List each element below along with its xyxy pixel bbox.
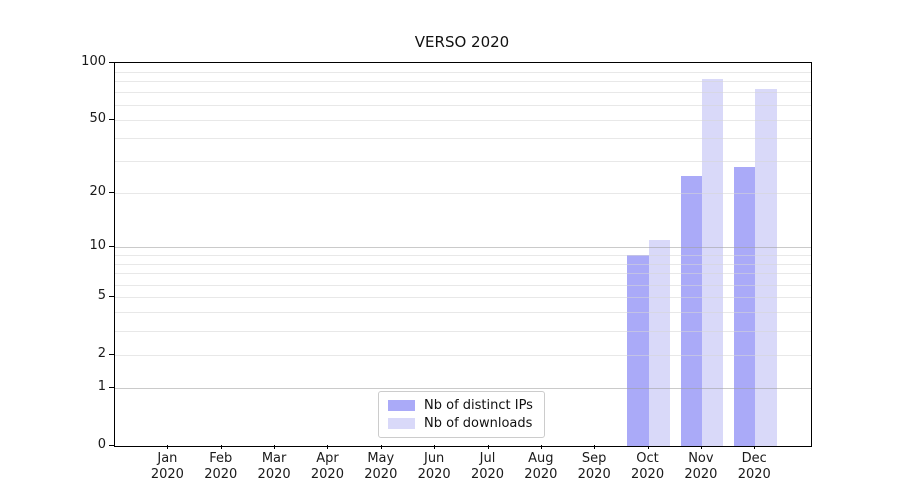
- gridline-y-50: [115, 119, 811, 121]
- x-tick-label-dec: Dec 2020: [722, 451, 786, 483]
- y-tick-20: [109, 192, 114, 194]
- x-tick-label-jun: Jun 2020: [402, 451, 466, 483]
- legend-item-nb-of-distinct-ips: Nb of distinct IPs: [388, 398, 535, 413]
- y-tick-2: [109, 353, 114, 355]
- gridline-y-10: [115, 247, 811, 248]
- gridline-y-60: [115, 104, 811, 106]
- y-tick-label-1: 1: [97, 379, 106, 395]
- x-tick-month-jan: Jan: [157, 451, 178, 466]
- gridline-y-4: [115, 312, 811, 314]
- bar-nb-of-downloads-dec: [755, 88, 777, 446]
- bar-nb-of-distinct-ips-nov: [680, 175, 702, 446]
- x-tick-label-may: May 2020: [349, 451, 413, 483]
- x-tick-year-jul: 2020: [470, 467, 505, 482]
- bar-nb-of-distinct-ips-oct: [627, 254, 649, 446]
- gridline-y-8: [115, 263, 811, 265]
- x-tick-oct: [647, 445, 649, 449]
- x-tick-month-dec: Dec: [741, 451, 767, 466]
- x-tick-sep: [594, 445, 596, 449]
- x-tick-year-sep: 2020: [577, 467, 611, 482]
- x-tick-month-jun: Jun: [423, 451, 445, 466]
- chart-title: VERSO 2020: [414, 33, 510, 51]
- gridline-y-20: [115, 193, 811, 195]
- x-tick-month-feb: Feb: [209, 451, 233, 466]
- x-tick-year-aug: 2020: [524, 467, 558, 482]
- gridline-y-40: [115, 137, 811, 139]
- x-tick-year-nov: 2020: [684, 467, 718, 482]
- gridline-y-5: [115, 297, 811, 299]
- bar-nb-of-downloads-oct: [648, 239, 670, 446]
- legend-label-nb-of-distinct-ips: Nb of distinct IPs: [424, 398, 533, 413]
- plot-area: [114, 62, 812, 447]
- gridline-y-80: [115, 81, 811, 83]
- y-tick-label-50: 50: [89, 110, 106, 126]
- x-tick-label-sep: Sep 2020: [562, 451, 626, 483]
- x-tick-year-mar: 2020: [257, 467, 291, 482]
- x-tick-mar: [274, 445, 276, 449]
- y-tick-1: [109, 387, 114, 389]
- gridline-y-9: [115, 254, 811, 256]
- x-tick-may: [380, 445, 382, 449]
- x-tick-jul: [487, 445, 489, 449]
- x-tick-feb: [220, 445, 222, 449]
- x-tick-label-oct: Oct 2020: [616, 451, 680, 483]
- x-tick-year-oct: 2020: [631, 467, 665, 482]
- x-tick-month-nov: Nov: [688, 451, 714, 466]
- x-tick-nov: [700, 445, 702, 449]
- x-tick-apr: [327, 445, 329, 449]
- x-tick-month-sep: Sep: [581, 451, 607, 466]
- gridline-y-1: [115, 388, 811, 390]
- x-tick-label-jan: Jan 2020: [135, 451, 199, 483]
- x-tick-label-feb: Feb 2020: [189, 451, 253, 483]
- x-tick-label-apr: Apr 2020: [295, 451, 359, 483]
- x-tick-jun: [434, 445, 436, 449]
- y-tick-100: [109, 62, 114, 63]
- gridline-y-70: [115, 92, 811, 94]
- x-tick-label-nov: Nov 2020: [669, 451, 733, 483]
- gridline-y-7: [115, 273, 811, 275]
- x-tick-jan: [167, 445, 169, 449]
- gridline-y-2: [115, 354, 811, 356]
- x-tick-month-mar: Mar: [261, 451, 287, 466]
- x-tick-year-jan: 2020: [150, 467, 184, 482]
- legend-label-nb-of-downloads: Nb of downloads: [424, 416, 533, 431]
- gridline-y-30: [115, 161, 811, 163]
- legend: Nb of distinct IPs Nb of downloads: [378, 391, 545, 438]
- bar-nb-of-downloads-nov: [701, 79, 724, 446]
- y-tick-10: [109, 246, 114, 247]
- bar-nb-of-distinct-ips-dec: [733, 166, 756, 446]
- x-tick-aug: [540, 445, 542, 449]
- y-tick-0: [109, 445, 114, 446]
- y-tick-label-0: 0: [97, 437, 106, 452]
- y-tick-label-5: 5: [97, 288, 106, 304]
- y-tick-label-2: 2: [97, 345, 106, 361]
- gridline-y-90: [115, 71, 811, 73]
- x-tick-year-jun: 2020: [417, 467, 451, 482]
- legend-swatch-nb-of-distinct-ips: [388, 400, 415, 411]
- y-tick-label-100: 100: [81, 54, 106, 69]
- gridline-y-6: [115, 284, 811, 286]
- x-tick-month-oct: Oct: [636, 451, 659, 466]
- x-tick-month-aug: Aug: [528, 451, 554, 466]
- x-tick-label-aug: Aug 2020: [509, 451, 573, 483]
- y-tick-label-20: 20: [89, 184, 106, 200]
- x-tick-label-jul: Jul 2020: [456, 451, 520, 483]
- legend-item-nb-of-downloads: Nb of downloads: [388, 416, 535, 431]
- y-tick-50: [109, 118, 114, 120]
- legend-swatch-nb-of-downloads: [388, 418, 415, 429]
- y-tick-label-10: 10: [89, 238, 106, 253]
- x-tick-year-dec: 2020: [737, 467, 771, 482]
- x-tick-month-jul: Jul: [479, 451, 496, 466]
- x-tick-year-may: 2020: [364, 467, 398, 482]
- x-tick-year-apr: 2020: [310, 467, 344, 482]
- x-tick-label-mar: Mar 2020: [242, 451, 306, 483]
- x-tick-month-apr: Apr: [316, 451, 339, 466]
- y-tick-5: [109, 296, 114, 298]
- x-tick-dec: [754, 445, 756, 449]
- x-tick-year-feb: 2020: [204, 467, 238, 482]
- x-tick-month-may: May: [367, 451, 395, 466]
- gridline-y-3: [115, 330, 811, 332]
